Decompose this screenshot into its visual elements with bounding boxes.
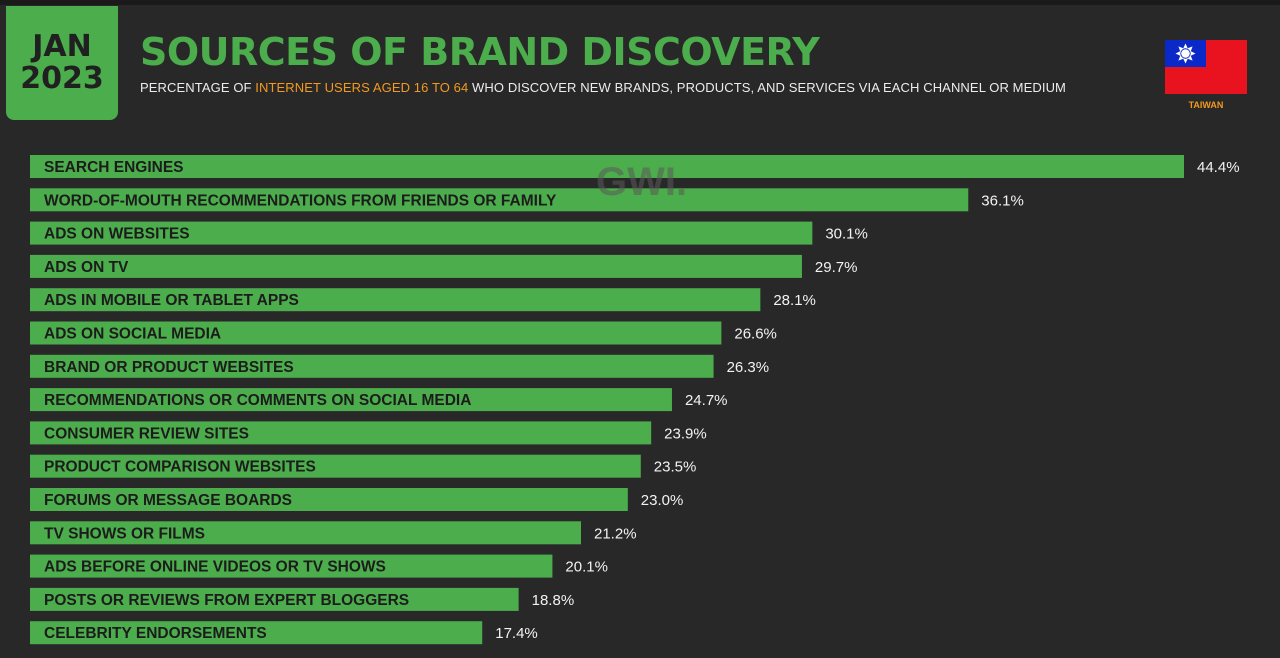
gwi-watermark: GWI. [596,160,688,204]
bar [30,221,813,245]
bar [30,155,1184,178]
bar-value-label: 44.4% [1197,159,1240,176]
bar [30,454,641,478]
bar-row: FORUMS OR MESSAGE BOARDS 23.0% [30,488,683,511]
bar [30,621,483,645]
bar-category-label: POSTS OR REVIEWS FROM EXPERT BLOGGERS [44,592,409,609]
bar-category-label: FORUMS OR MESSAGE BOARDS [44,492,292,509]
bar [30,188,969,212]
bar-row: ADS ON SOCIAL MEDIA 26.6% [30,321,777,345]
bar-category-label: WORD-OF-MOUTH RECOMMENDATIONS FROM FRIEN… [44,192,557,209]
bar [30,321,722,345]
bar-value-label: 18.8% [532,592,575,609]
bar-value-label: 24.7% [685,392,728,409]
bar-value-label: 23.5% [654,459,697,476]
bar [30,521,582,545]
bar [30,288,761,312]
bar-category-label: ADS IN MOBILE OR TABLET APPS [44,292,299,309]
bar-category-label: PRODUCT COMPARISON WEBSITES [44,459,316,476]
bar [30,488,628,511]
bar-row: ADS ON WEBSITES 30.1% [30,221,868,245]
bar-category-label: SEARCH ENGINES [44,159,184,176]
bar-row: PRODUCT COMPARISON WEBSITES 23.5% [30,454,697,478]
subtitle-highlight: INTERNET USERS AGED 16 TO 64 [255,80,469,95]
bar-value-label: 26.3% [727,359,770,376]
bar-value-label: 23.0% [641,492,684,509]
date-year: 2023 [20,61,104,96]
bar-value-label: 30.1% [825,226,868,243]
bar [30,254,802,278]
bar-category-label: CONSUMER REVIEW SITES [44,425,249,442]
date-month: JAN [32,29,92,64]
bar-category-label: BRAND OR PRODUCT WEBSITES [44,359,294,376]
bar-category-label: ADS ON WEBSITES [44,226,190,243]
bar-row: RECOMMENDATIONS OR COMMENTS ON SOCIAL ME… [30,388,728,412]
page-subtitle: PERCENTAGE OF INTERNET USERS AGED 16 TO … [140,80,1066,95]
bar-row: CONSUMER REVIEW SITES 23.9% [30,421,707,445]
bar-row: BRAND OR PRODUCT WEBSITES 26.3% [30,354,770,378]
bar-row: WORD-OF-MOUTH RECOMMENDATIONS FROM FRIEN… [30,188,1024,212]
bar-row: POSTS OR REVIEWS FROM EXPERT BLOGGERS 18.… [30,587,575,611]
bar-row: SEARCH ENGINES 44.4% [30,155,1240,178]
bar-row: CELEBRITY ENDORSEMENTS 17.4% [30,621,538,645]
bar [30,388,672,412]
bar-row: ADS IN MOBILE OR TABLET APPS 28.1% [30,288,816,312]
bar-value-label: 21.2% [594,525,637,542]
date-badge: JAN 2023 [6,6,118,120]
taiwan-flag-icon [1165,40,1247,94]
page-title: SOURCES OF BRAND DISCOVERY [140,30,820,74]
bar-value-label: 17.4% [495,625,538,642]
bar-row: ADS BEFORE ONLINE VIDEOS OR TV SHOWS 20.1… [30,554,608,578]
bar-value-label: 20.1% [565,559,608,576]
country-label: TAIWAN [1188,100,1224,110]
subtitle-suffix: WHO DISCOVER NEW BRANDS, PRODUCTS, AND S… [468,80,1066,95]
bar-row: ADS ON TV 29.7% [30,254,858,278]
bar-category-label: ADS BEFORE ONLINE VIDEOS OR TV SHOWS [44,559,386,576]
bar [30,554,553,578]
bar-value-label: 28.1% [773,292,816,309]
bar-category-label: TV SHOWS OR FILMS [44,525,205,542]
bar [30,421,652,445]
bar-value-label: 36.1% [981,192,1024,209]
bar-value-label: 23.9% [664,425,707,442]
top-divider [0,0,1280,5]
bar-value-label: 29.7% [815,259,858,276]
bar-category-label: ADS ON SOCIAL MEDIA [44,326,221,343]
bar [30,587,519,611]
bar-category-label: ADS ON TV [44,259,129,276]
bar-row: TV SHOWS OR FILMS 21.2% [30,521,637,545]
bar-category-label: RECOMMENDATIONS OR COMMENTS ON SOCIAL ME… [44,392,471,409]
bar-category-label: CELEBRITY ENDORSEMENTS [44,625,267,642]
subtitle-prefix: PERCENTAGE OF [140,80,256,95]
bar [30,354,714,378]
bar-value-label: 26.6% [734,326,777,343]
